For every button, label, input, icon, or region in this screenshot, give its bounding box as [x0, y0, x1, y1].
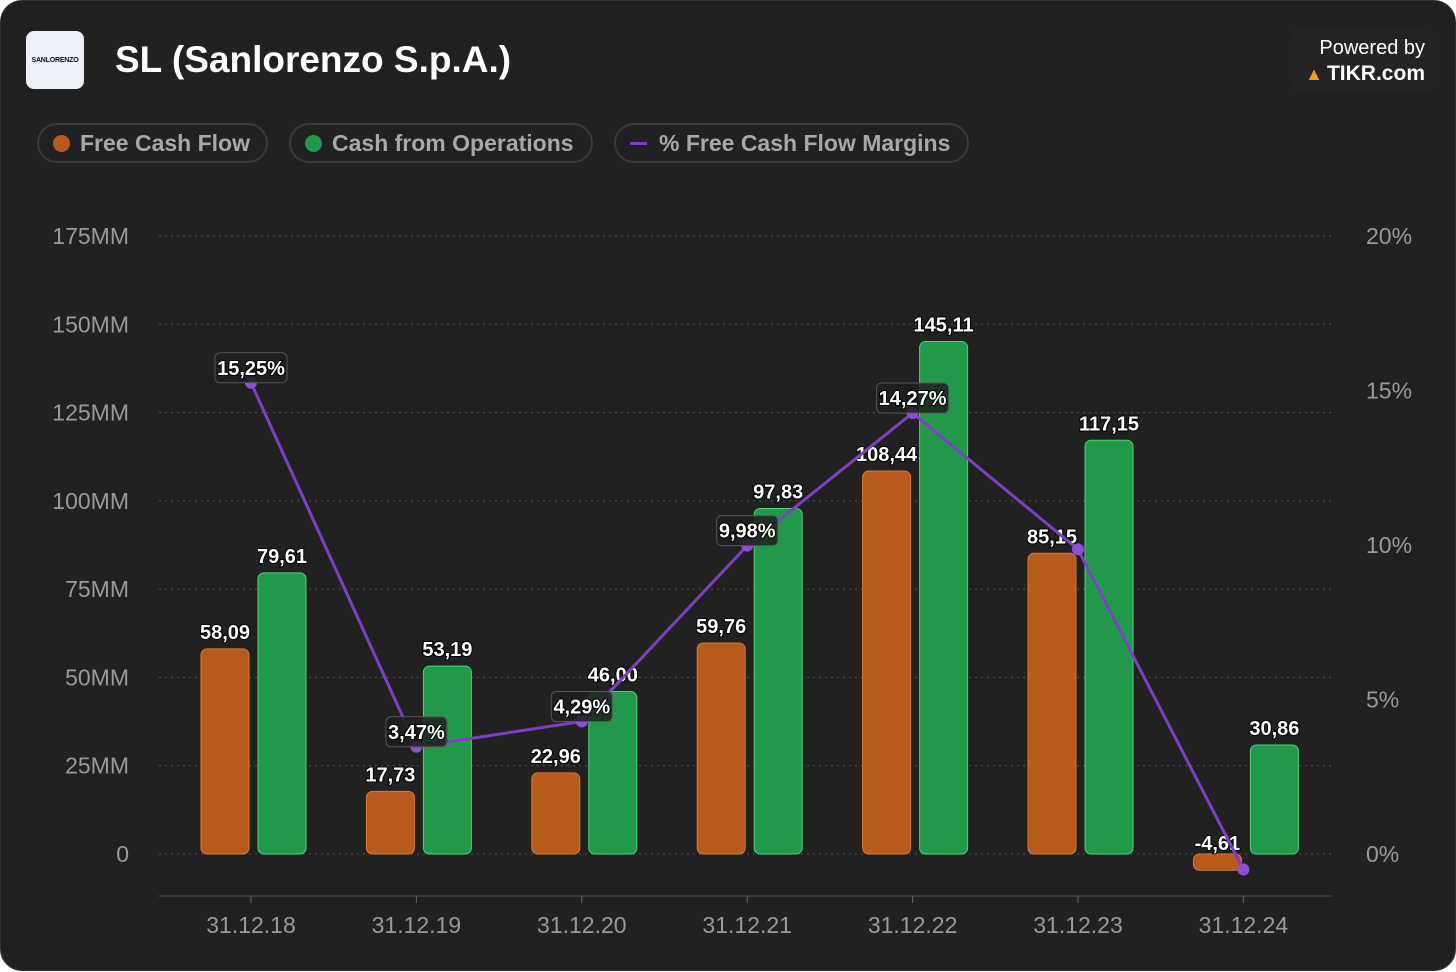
cfo-bar [257, 572, 307, 855]
margin-label-box [214, 352, 288, 384]
bar-value-label: 97,83 [753, 482, 803, 504]
cfo-bar [1249, 744, 1299, 855]
orange-dot-icon [53, 134, 70, 152]
page-title: SL (Sanlorenzo S.p.A.) [115, 39, 512, 80]
left-axis-tick: 0 [116, 841, 129, 867]
right-axis-tick: 0% [1366, 841, 1399, 867]
bar-value-label: 108,44 [856, 444, 918, 466]
x-axis-tick: 31.12.23 [1033, 912, 1123, 938]
company-logo: SANLORENZO [26, 31, 84, 89]
right-axis-tick: 15% [1366, 378, 1412, 404]
x-axis-tick: 31.12.18 [206, 912, 296, 938]
bar-value-label: 53,19 [422, 639, 472, 661]
fcf-bar [200, 648, 250, 855]
brand-text: TIKR.com [1326, 62, 1425, 85]
x-axis-tick: 31.12.24 [1199, 912, 1289, 938]
bar-value-label: 17,73 [365, 764, 415, 786]
bar-value-label: 85,15 [1027, 526, 1077, 548]
x-axis-tick: 31.12.20 [537, 912, 627, 938]
fcf-bar [1192, 853, 1242, 871]
margin-label-box [716, 515, 779, 547]
left-axis-tick: 75MM [65, 576, 129, 602]
margin-value-label: 9,98% [719, 521, 776, 543]
margin-label-box [385, 716, 448, 748]
cfo-bar [1084, 439, 1134, 855]
margin-value-label: 15,25% [217, 358, 285, 380]
margin-value-label: 4,29% [553, 696, 610, 718]
legend-label: Cash from Operations [332, 129, 574, 156]
left-axis-tick: 150MM [52, 311, 129, 337]
tikr-logo-icon: ▲ [1305, 64, 1323, 84]
bar-value-label: 59,76 [696, 616, 746, 638]
cfo-bar [919, 341, 969, 855]
left-axis-tick: 50MM [65, 664, 129, 690]
legend-cash-from-operations[interactable]: Cash from Operations [289, 123, 593, 163]
bar-value-label: 46,00 [588, 665, 638, 687]
right-axis-tick: 10% [1366, 532, 1412, 558]
margin-value-label: 14,27% [879, 388, 947, 410]
powered-by-text: Powered by [1319, 37, 1425, 59]
x-axis-tick: 31.12.22 [868, 912, 958, 938]
legend-free-cash-flow[interactable]: Free Cash Flow [37, 123, 268, 163]
legend-label: Free Cash Flow [80, 129, 250, 156]
logo-text: SANLORENZO [31, 56, 79, 64]
fcf-bar [1027, 552, 1077, 855]
powered-by-badge[interactable]: Powered by ▲ TIKR.com [1289, 29, 1433, 93]
legend-label: % Free Cash Flow Margins [659, 129, 951, 156]
line-icon [630, 141, 647, 145]
tikr-brand: ▲ TIKR.com [1305, 62, 1425, 86]
margin-value-label: 3,47% [388, 722, 445, 744]
left-axis-tick: 125MM [52, 400, 129, 426]
x-axis-tick: 31.12.21 [702, 912, 792, 938]
bar-value-label: 30,86 [1249, 718, 1299, 740]
right-axis-tick: 5% [1366, 687, 1399, 713]
legend-fcf-margins[interactable]: % Free Cash Flow Margins [614, 123, 969, 163]
green-dot-icon [305, 134, 322, 152]
left-axis-tick: 175MM [52, 223, 129, 249]
bar-value-label: 22,96 [531, 746, 581, 768]
fcf-bar [862, 470, 912, 855]
margin-label-box [876, 382, 950, 414]
bar-value-label: 145,11 [914, 315, 974, 337]
cfo-bar [753, 508, 803, 855]
cfo-bar [588, 691, 638, 855]
fcf-bar [696, 642, 746, 855]
fcf-bar [365, 790, 415, 855]
left-axis-tick: 25MM [65, 753, 129, 779]
fcf-bar [531, 772, 581, 855]
right-axis-tick: 20% [1366, 223, 1412, 249]
x-axis-tick: 31.12.19 [372, 912, 462, 938]
bar-value-label: 117,15 [1079, 413, 1139, 435]
left-axis-tick: 100MM [52, 488, 129, 514]
bar-value-label: 79,61 [257, 546, 307, 568]
bar-value-label: 58,09 [200, 622, 250, 644]
margin-label-box [550, 690, 613, 722]
cfo-bar [422, 665, 472, 855]
margin-point [1072, 543, 1084, 556]
margin-point [1237, 863, 1250, 876]
